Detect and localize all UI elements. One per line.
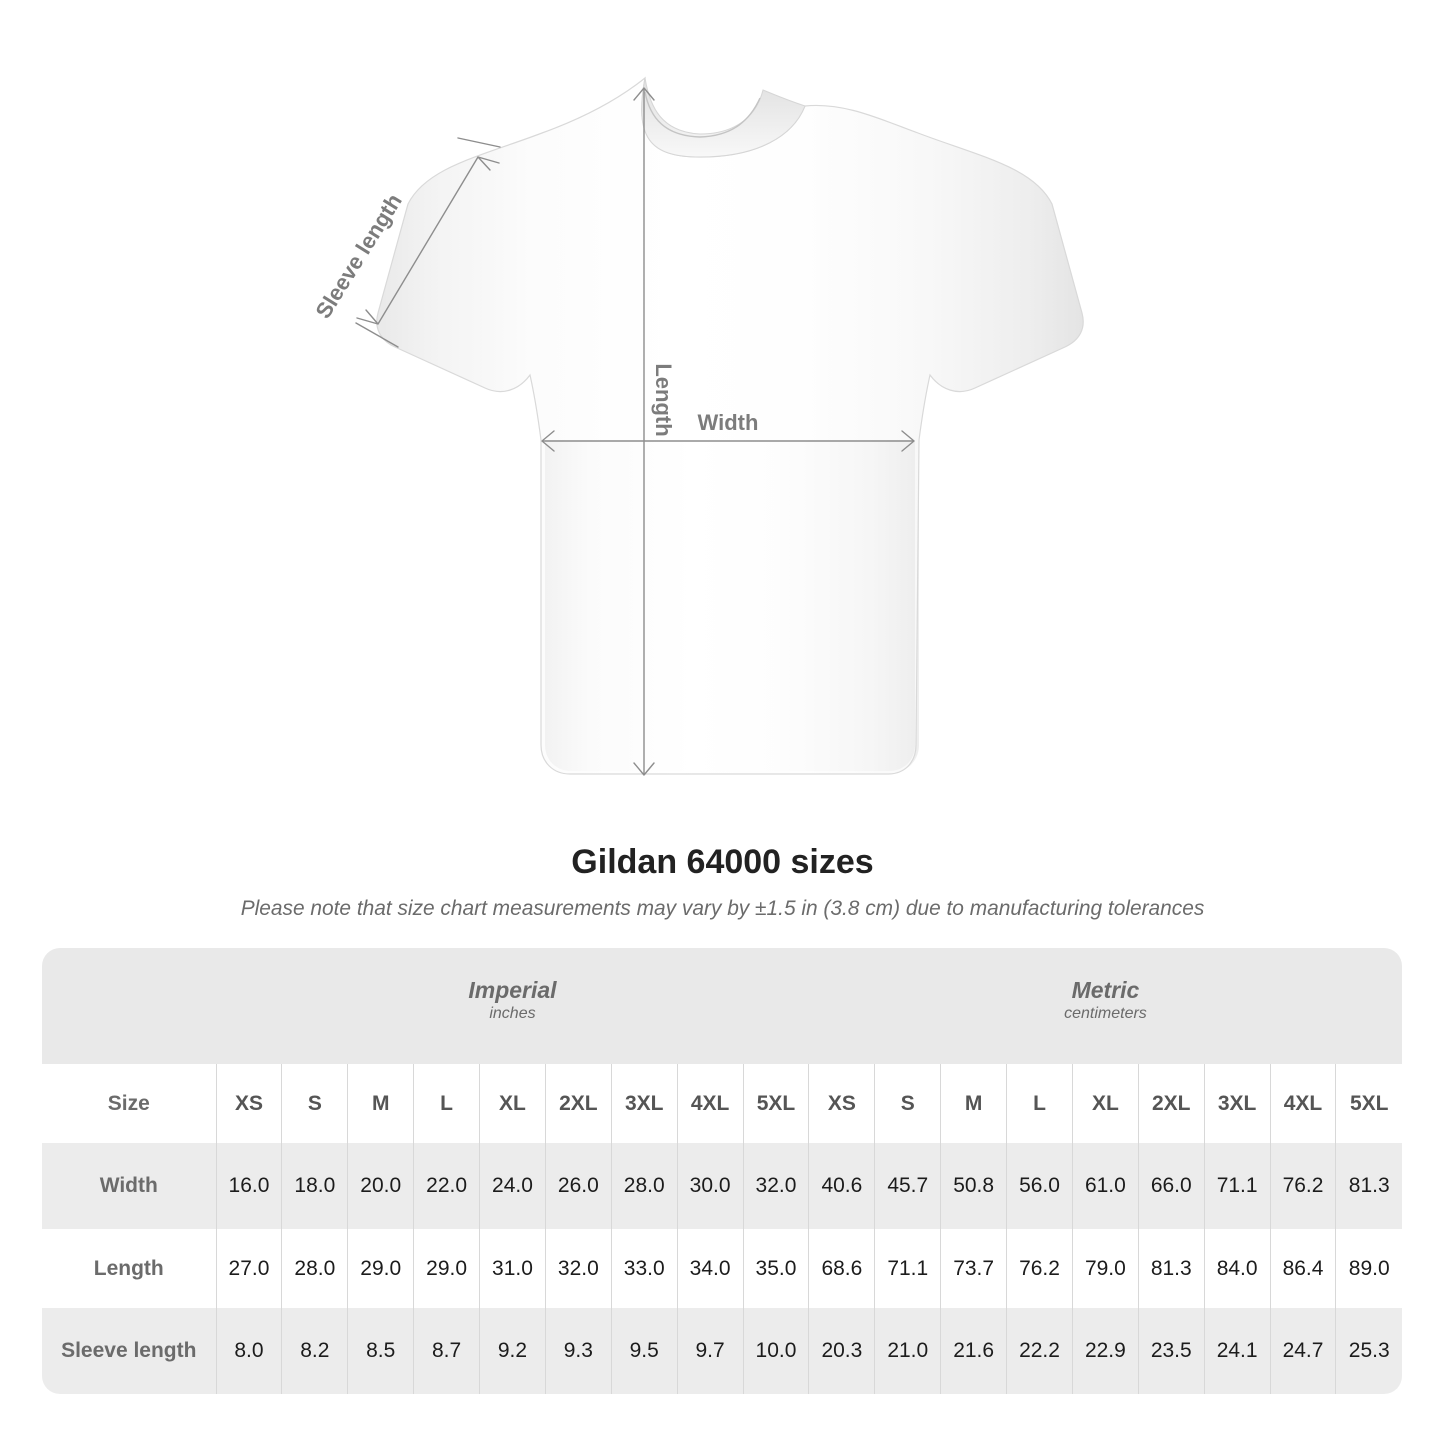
svg-text:Width: Width	[698, 410, 759, 435]
svg-text:Length: Length	[651, 363, 676, 436]
